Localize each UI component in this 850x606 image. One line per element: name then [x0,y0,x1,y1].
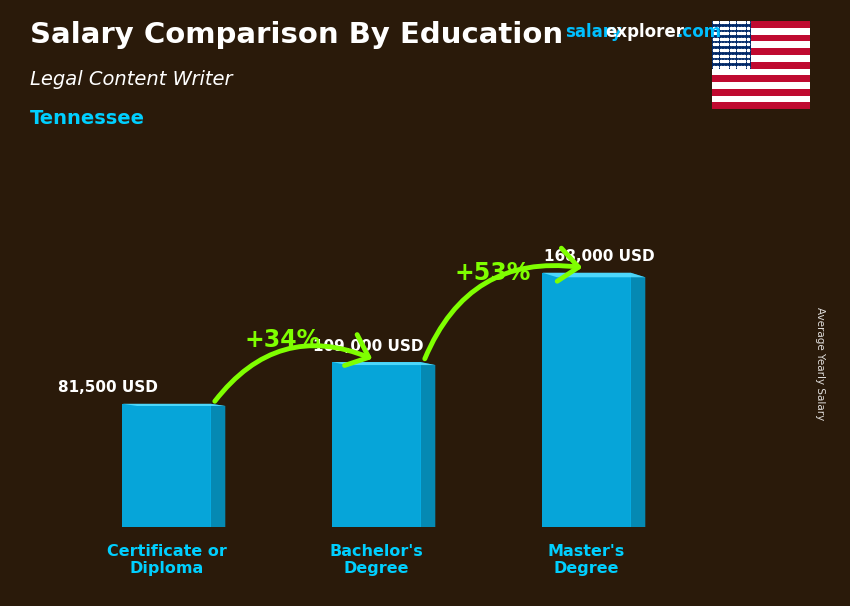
Text: Average Yearly Salary: Average Yearly Salary [815,307,825,420]
Text: 168,000 USD: 168,000 USD [544,249,654,264]
Bar [712,68,810,75]
Bar [122,404,211,527]
Bar [712,75,810,82]
Bar [542,273,631,527]
Bar [712,55,810,62]
Polygon shape [122,404,225,406]
Polygon shape [211,404,225,527]
FancyArrowPatch shape [215,335,369,401]
Text: salary: salary [565,23,622,41]
Polygon shape [332,362,435,365]
Bar [712,21,810,28]
Text: Salary Comparison By Education: Salary Comparison By Education [30,21,563,49]
Text: 109,000 USD: 109,000 USD [313,339,423,354]
Text: 81,500 USD: 81,500 USD [58,381,157,395]
Bar [712,28,810,35]
FancyArrowPatch shape [425,248,579,359]
Bar [712,102,810,109]
Bar [712,48,810,55]
Bar [712,35,810,41]
Text: +34%: +34% [245,328,321,351]
Text: explorer: explorer [605,23,684,41]
Bar [712,41,810,48]
Bar [332,362,421,527]
Text: Legal Content Writer: Legal Content Writer [30,70,232,88]
Bar [712,21,751,68]
Polygon shape [421,362,435,527]
Text: .com: .com [677,23,722,41]
Text: Tennessee: Tennessee [30,109,145,128]
Bar [712,89,810,96]
Text: +53%: +53% [455,261,531,285]
Bar [712,62,810,68]
Polygon shape [542,273,645,278]
Polygon shape [631,273,645,527]
Bar [712,82,810,89]
Bar [712,96,810,102]
